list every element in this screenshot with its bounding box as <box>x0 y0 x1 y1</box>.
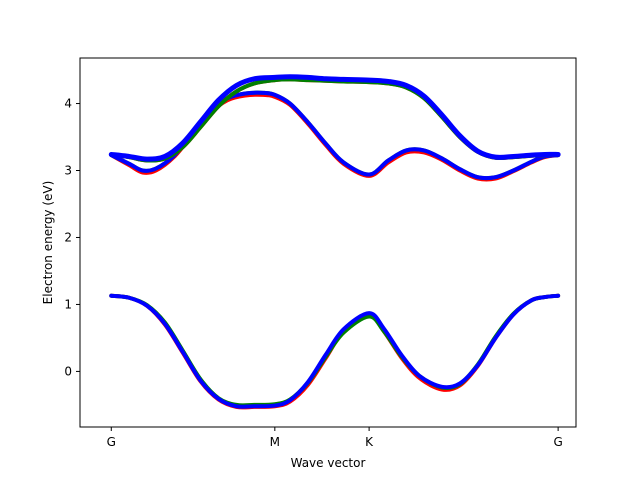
band-1-blue-line <box>109 293 561 409</box>
x-axis-label: Wave vector <box>291 456 366 470</box>
y-tick-label: 1 <box>64 297 72 311</box>
y-tick-label: 2 <box>64 230 72 244</box>
x-tick-label: G <box>107 435 116 449</box>
y-tick-label: 0 <box>64 364 72 378</box>
y-axis-ticks: 0 1 2 3 4 <box>64 97 80 378</box>
y-tick-label: 4 <box>64 97 72 111</box>
x-tick-label: K <box>365 435 374 449</box>
band-3-blue-line <box>108 74 561 162</box>
x-tick-label: M <box>270 435 280 449</box>
bands-layer <box>108 74 561 410</box>
plot-frame <box>79 57 577 428</box>
x-tick-label: G <box>553 435 562 449</box>
y-tick-label: 3 <box>64 164 72 178</box>
y-axis-label: Electron energy (eV) <box>41 181 55 305</box>
